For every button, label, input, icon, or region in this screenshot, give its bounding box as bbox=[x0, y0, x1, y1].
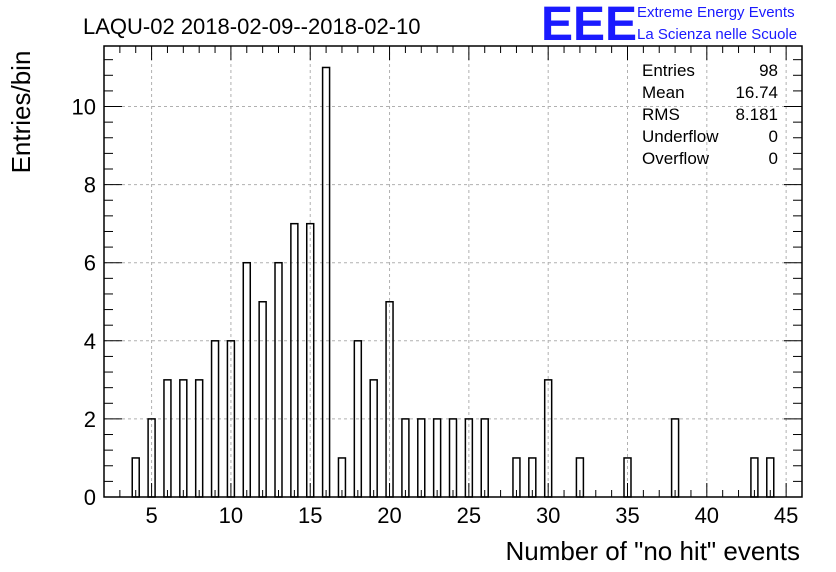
histogram-bar bbox=[401, 418, 410, 498]
plot-frame bbox=[103, 45, 803, 498]
stats-value: 16.74 bbox=[735, 83, 778, 102]
histogram-bar bbox=[448, 418, 458, 498]
stats-value: 0 bbox=[769, 149, 778, 168]
histogram-bar bbox=[290, 222, 299, 498]
stats-label: Overflow bbox=[642, 149, 710, 168]
stats-value: 98 bbox=[759, 61, 778, 80]
stats-label: Entries bbox=[642, 61, 695, 80]
x-tick-label: 35 bbox=[615, 503, 639, 528]
stats-label: Underflow bbox=[642, 127, 719, 146]
histogram-bar bbox=[670, 418, 680, 498]
stats-label: Mean bbox=[642, 83, 685, 102]
x-tick-label: 15 bbox=[298, 503, 322, 528]
x-tick-label: 40 bbox=[695, 503, 719, 528]
histogram-bar bbox=[369, 379, 378, 498]
eee-logo: EEE Extreme Energy Events La Scienza nel… bbox=[541, 0, 797, 51]
histogram-bar bbox=[480, 418, 489, 498]
histogram-bar bbox=[194, 379, 204, 498]
x-tick-label: 20 bbox=[377, 503, 401, 528]
logo-line-1: Extreme Energy Events bbox=[637, 4, 795, 21]
y-tick-label: 8 bbox=[84, 173, 96, 198]
y-tick-label: 10 bbox=[72, 95, 96, 120]
y-axis-label: Entries/bin bbox=[6, 51, 36, 174]
y-tick-label: 0 bbox=[84, 485, 96, 510]
histogram-bar bbox=[417, 418, 426, 498]
histogram-bar bbox=[274, 261, 283, 498]
logo-line-2: La Scienza nelle Scuole bbox=[637, 26, 797, 43]
stats-box: Entries 98 Mean 16.74 RMS 8.181 Underflow 0 Over… bbox=[642, 61, 778, 168]
stats-value: 8.181 bbox=[735, 105, 778, 124]
stats-value: 0 bbox=[769, 127, 778, 146]
histogram-bar bbox=[179, 379, 188, 498]
histogram-bar bbox=[321, 66, 331, 498]
x-tick-label: 10 bbox=[219, 503, 243, 528]
y-tick-label: 6 bbox=[84, 251, 96, 276]
histogram-bar bbox=[163, 379, 172, 498]
y-tick-label: 4 bbox=[84, 329, 96, 354]
logo-mark: EEE bbox=[541, 0, 637, 51]
y-tick-label: 2 bbox=[84, 407, 96, 432]
x-axis-label: Number of "no hit" events bbox=[506, 536, 801, 566]
histogram-bar bbox=[258, 301, 267, 498]
axis-ticks: 5 10 15 20 25 30 35 40 45 0 2 4 6 8 10 bbox=[72, 46, 803, 528]
x-tick-label: 45 bbox=[774, 503, 798, 528]
histogram-bar bbox=[432, 418, 442, 498]
stats-label: RMS bbox=[642, 105, 680, 124]
histogram-bar bbox=[242, 261, 252, 498]
chart-title: LAQU-02 2018-02-09--2018-02-10 bbox=[83, 14, 421, 39]
x-tick-label: 30 bbox=[536, 503, 560, 528]
x-tick-label: 5 bbox=[145, 503, 157, 528]
grid bbox=[104, 46, 802, 497]
x-tick-label: 25 bbox=[457, 503, 481, 528]
